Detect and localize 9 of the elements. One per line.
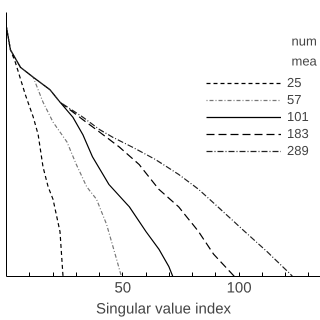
text: 289 [287, 143, 309, 158]
text: 57 [287, 92, 302, 107]
x-tick-label: 50 [114, 280, 132, 296]
legend-title: num mea [292, 34, 318, 68]
x-axis-title: Singular value index [96, 300, 232, 318]
x-tick-label: 100 [226, 280, 252, 296]
text: 183 [287, 126, 309, 141]
text: 25 [287, 75, 302, 90]
text: 101 [287, 109, 309, 124]
